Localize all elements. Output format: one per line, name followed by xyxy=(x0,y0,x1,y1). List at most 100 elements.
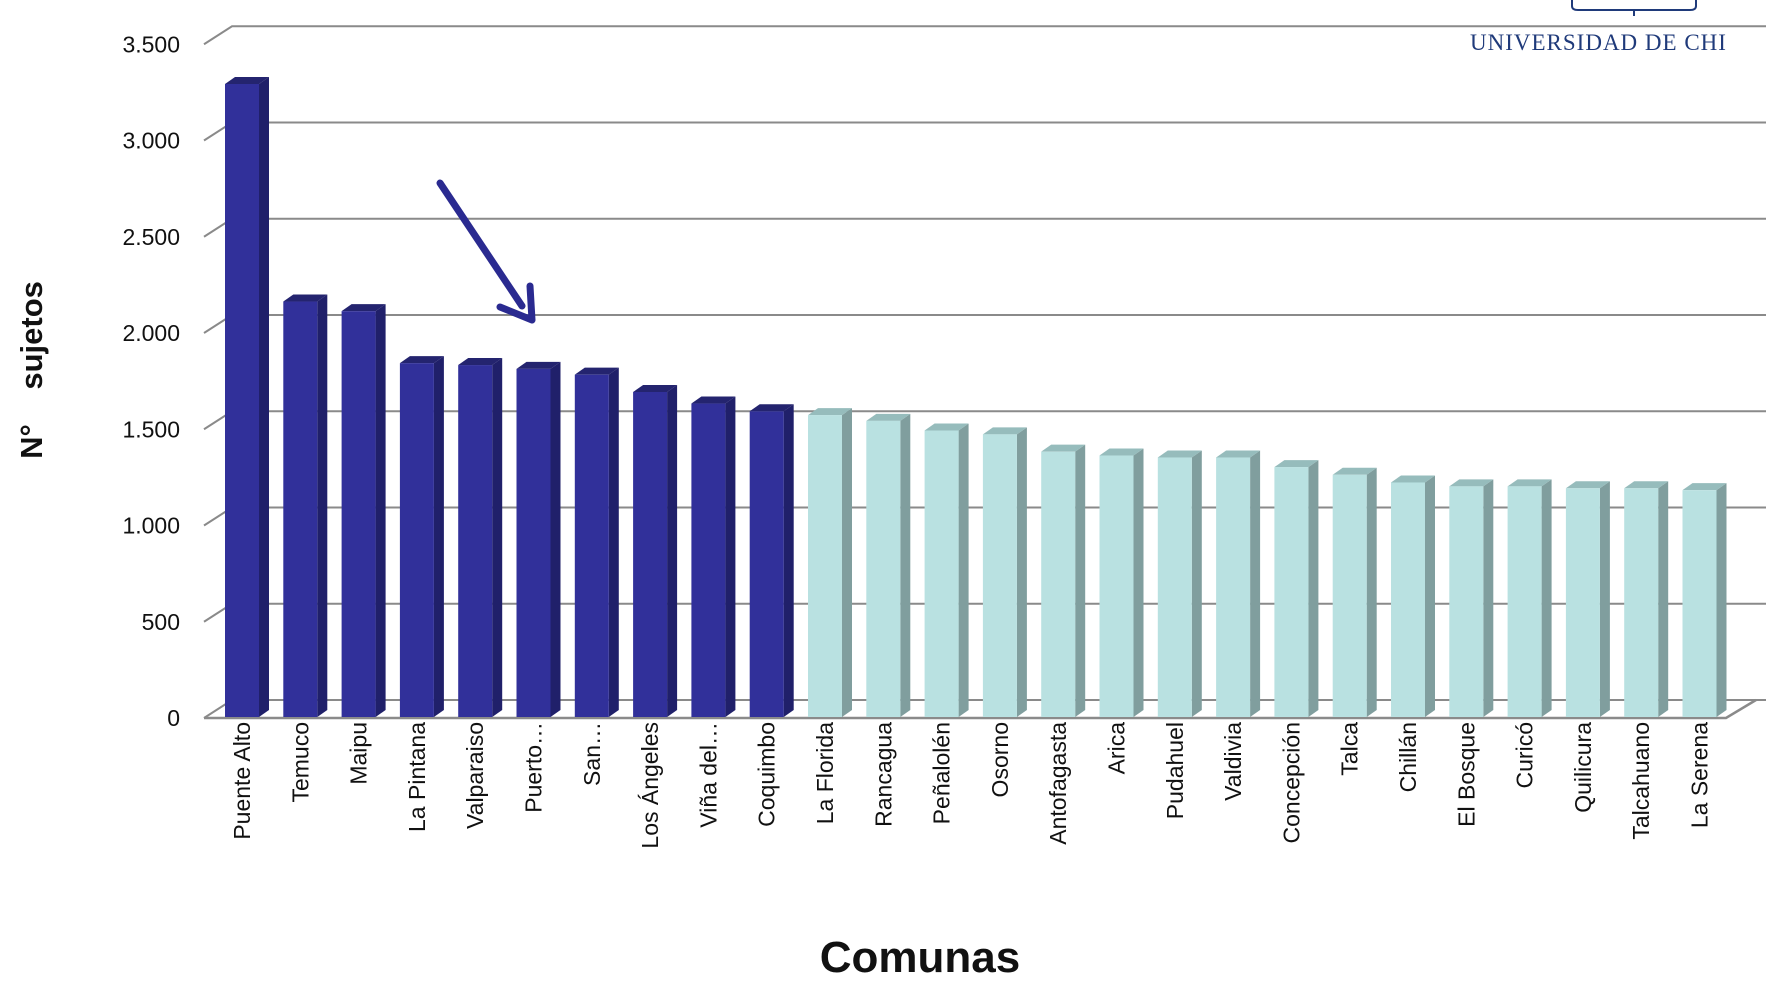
bar xyxy=(1565,481,1610,717)
university-logo: UNIVERSIDAD DE CHI xyxy=(1470,0,1727,55)
y-tick-label: 2.500 xyxy=(122,224,180,250)
bar-side xyxy=(375,304,386,717)
bar-front xyxy=(866,420,901,717)
x-category-label: Talcahuano xyxy=(1628,722,1654,840)
bar-front xyxy=(633,392,668,717)
bar-side xyxy=(1541,479,1552,717)
bar-front xyxy=(982,434,1017,717)
bar-side xyxy=(1308,460,1319,717)
bar xyxy=(982,427,1027,717)
gridline xyxy=(203,121,1766,142)
y-tick-label: 3.500 xyxy=(122,31,180,57)
bar-front xyxy=(1157,457,1192,717)
bar xyxy=(866,413,911,717)
bar-top xyxy=(341,304,386,312)
bar xyxy=(633,385,678,717)
bar-front xyxy=(1332,474,1367,717)
bar-top xyxy=(1099,448,1144,456)
bar-front xyxy=(1449,486,1484,717)
bar-front xyxy=(341,311,376,717)
bar-top xyxy=(749,404,794,412)
bar xyxy=(283,294,328,717)
bars xyxy=(225,77,1727,717)
bar-front xyxy=(1507,486,1542,717)
gridline xyxy=(203,314,1766,334)
bar-front xyxy=(1391,482,1425,717)
x-category-label: Viña del… xyxy=(695,722,721,828)
y-tick-label: 1.000 xyxy=(122,513,180,539)
bar xyxy=(1391,475,1435,717)
bar xyxy=(1099,448,1144,717)
bar-top xyxy=(924,423,969,431)
x-category-label: Coquimbo xyxy=(754,722,780,827)
bar xyxy=(749,404,794,717)
arrow-head xyxy=(496,282,536,324)
x-category-label: Concepción xyxy=(1278,722,1304,843)
bar xyxy=(1274,460,1319,717)
bar-top xyxy=(1624,481,1669,489)
bar xyxy=(1449,479,1494,717)
bar-front xyxy=(1274,467,1309,717)
bar xyxy=(225,77,269,717)
bar-front xyxy=(1565,488,1600,717)
bar-side xyxy=(1133,448,1144,717)
bar-side xyxy=(958,423,969,717)
x-category-label: La Serena xyxy=(1687,722,1713,828)
bar-side xyxy=(550,361,561,717)
bar xyxy=(516,361,561,717)
bar xyxy=(924,423,969,717)
x-axis-title: Comunas xyxy=(820,933,1020,982)
bar-top xyxy=(516,361,561,369)
x-category-label: La Pintana xyxy=(404,722,430,832)
x-category-label: Arica xyxy=(1104,722,1130,775)
bar-side xyxy=(608,367,619,717)
bar-top xyxy=(982,427,1027,435)
x-category-label: Valdivia xyxy=(1220,722,1246,801)
bar-side xyxy=(1716,483,1727,717)
bar-front xyxy=(1216,457,1251,717)
bar-front xyxy=(1099,455,1134,717)
y-tick-label: 3.000 xyxy=(122,128,180,154)
bar xyxy=(574,367,619,717)
bar-top xyxy=(1391,475,1435,483)
bar-side xyxy=(1075,444,1086,717)
bar-top xyxy=(808,408,852,416)
bar-top xyxy=(1216,450,1261,458)
bar-side xyxy=(492,358,503,717)
bar-side xyxy=(1366,467,1377,717)
y-axis-ticks: 0 500 1.000 1.500 2.000 2.500 3.000 3.500 xyxy=(122,31,180,731)
bar xyxy=(1507,479,1552,717)
bar-top xyxy=(1565,481,1610,489)
y-tick-label: 0 xyxy=(167,705,180,731)
bar-front xyxy=(1041,451,1076,717)
bar-top xyxy=(225,77,269,84)
bar-side xyxy=(667,385,678,717)
bar xyxy=(1624,481,1669,717)
x-category-label: Rancagua xyxy=(870,722,896,827)
bar-top xyxy=(458,358,503,366)
bar-front xyxy=(1682,490,1717,717)
annotation-arrow xyxy=(436,179,536,324)
bar-side xyxy=(1599,481,1610,717)
bar-side xyxy=(433,356,444,717)
x-category-label: Valparaiso xyxy=(462,722,488,829)
bar-top xyxy=(1332,467,1377,475)
x-category-label: Osorno xyxy=(987,722,1013,797)
x-category-label: Maipu xyxy=(346,722,372,785)
bar-top xyxy=(866,413,911,421)
bar-front xyxy=(283,301,318,717)
bar-side xyxy=(725,396,736,717)
bar-top xyxy=(1157,450,1202,458)
logo-text: UNIVERSIDAD DE CHI xyxy=(1470,30,1727,55)
x-category-label: Curicó xyxy=(1512,722,1538,788)
gridline xyxy=(203,217,1766,238)
x-category-label: Chillán xyxy=(1395,722,1421,792)
x-category-label: Pudahuel xyxy=(1162,722,1188,819)
bar xyxy=(1041,444,1086,717)
bar xyxy=(1332,467,1377,717)
bar-front xyxy=(516,368,551,717)
bar-front xyxy=(1624,488,1659,717)
bar-top xyxy=(691,396,736,404)
y-tick-label: 1.500 xyxy=(122,416,180,442)
bar-side xyxy=(1658,481,1669,717)
